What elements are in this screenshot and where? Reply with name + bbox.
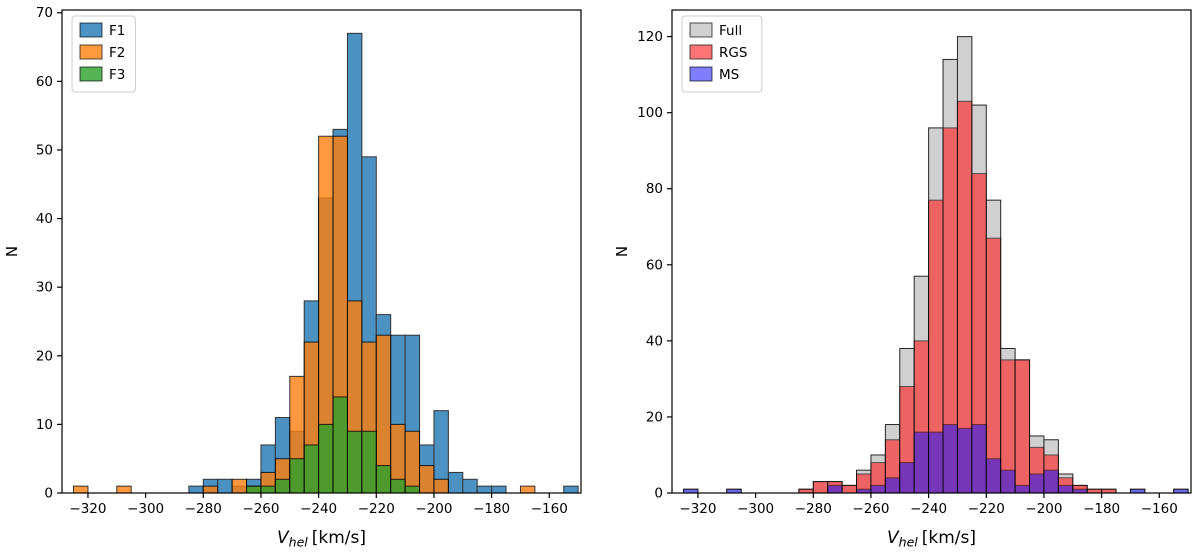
axes-frame bbox=[671, 9, 1192, 494]
svg-text:−280: −280 bbox=[185, 501, 222, 517]
legend-label-F1: F1 bbox=[109, 23, 125, 39]
svg-text:−240: −240 bbox=[910, 501, 947, 517]
svg-text:−260: −260 bbox=[242, 501, 279, 517]
svg-text:100: 100 bbox=[637, 105, 663, 121]
svg-text:0: 0 bbox=[654, 486, 663, 502]
x-axis: −320 −300 −280 −260 −240 −220 −200 −180 −160 bbox=[679, 493, 1178, 517]
svg-text:−200: −200 bbox=[415, 501, 452, 517]
svg-text:40: 40 bbox=[646, 333, 663, 349]
svg-text:−300: −300 bbox=[127, 501, 164, 517]
svg-text:30: 30 bbox=[36, 280, 53, 296]
svg-text:−180: −180 bbox=[473, 501, 510, 517]
svg-text:−180: −180 bbox=[1083, 501, 1120, 517]
legend-swatch-MS bbox=[689, 66, 713, 82]
legend-label-Full: Full bbox=[719, 23, 742, 39]
y-axis-label: N bbox=[613, 246, 631, 257]
y-axis-label: N bbox=[3, 246, 21, 257]
svg-text:−280: −280 bbox=[795, 501, 832, 517]
legend-label-F2: F2 bbox=[109, 45, 125, 61]
legend-swatch-F3 bbox=[79, 66, 103, 82]
series-MS bbox=[683, 424, 1189, 494]
left-histogram: −320 −300 −280 −260 −240 −220 −200 −180 −160 0 10 2… bbox=[3, 5, 582, 550]
svg-text:−320: −320 bbox=[679, 501, 716, 517]
svg-text:0: 0 bbox=[44, 486, 53, 502]
y-axis: 0 10 20 30 40 50 60 70 bbox=[36, 5, 62, 502]
axes-frame bbox=[61, 9, 582, 494]
svg-text:20: 20 bbox=[36, 348, 53, 364]
legend-swatch-Full bbox=[689, 22, 713, 38]
right-histogram: −320 −300 −280 −260 −240 −220 −200 −180 −160 0 20 4… bbox=[613, 9, 1192, 550]
legend-swatch-F2 bbox=[79, 44, 103, 60]
legend-label-F3: F3 bbox=[109, 67, 125, 83]
series-F3 bbox=[246, 396, 421, 494]
svg-text:−300: −300 bbox=[737, 501, 774, 517]
y-axis: 0 20 40 60 80 100 120 bbox=[637, 29, 672, 502]
svg-text:−160: −160 bbox=[1141, 501, 1178, 517]
legend-label-RGS: RGS bbox=[719, 45, 747, 61]
legend-swatch-RGS bbox=[689, 44, 713, 60]
svg-text:−160: −160 bbox=[531, 501, 568, 517]
svg-text:20: 20 bbox=[646, 409, 663, 425]
legend: Full RGS MS bbox=[681, 15, 763, 93]
svg-text:−320: −320 bbox=[69, 501, 106, 517]
svg-text:120: 120 bbox=[637, 29, 663, 45]
svg-text:60: 60 bbox=[646, 257, 663, 273]
svg-text:−220: −220 bbox=[968, 501, 1005, 517]
svg-text:10: 10 bbox=[36, 417, 53, 433]
svg-text:80: 80 bbox=[646, 181, 663, 197]
x-axis-label: Vhel [km/s] bbox=[887, 528, 976, 550]
legend-label-MS: MS bbox=[719, 67, 739, 83]
x-axis-label: Vhel [km/s] bbox=[277, 528, 366, 550]
svg-text:50: 50 bbox=[36, 142, 53, 158]
svg-text:−260: −260 bbox=[852, 501, 889, 517]
svg-text:60: 60 bbox=[36, 74, 53, 90]
svg-text:−240: −240 bbox=[300, 501, 337, 517]
legend-swatch-F1 bbox=[79, 22, 103, 38]
x-axis: −320 −300 −280 −260 −240 −220 −200 −180 −160 bbox=[69, 493, 568, 517]
svg-text:70: 70 bbox=[36, 5, 53, 21]
svg-text:−200: −200 bbox=[1025, 501, 1062, 517]
svg-text:−220: −220 bbox=[358, 501, 395, 517]
legend: F1 F2 F3 bbox=[71, 15, 136, 93]
svg-text:40: 40 bbox=[36, 211, 53, 227]
